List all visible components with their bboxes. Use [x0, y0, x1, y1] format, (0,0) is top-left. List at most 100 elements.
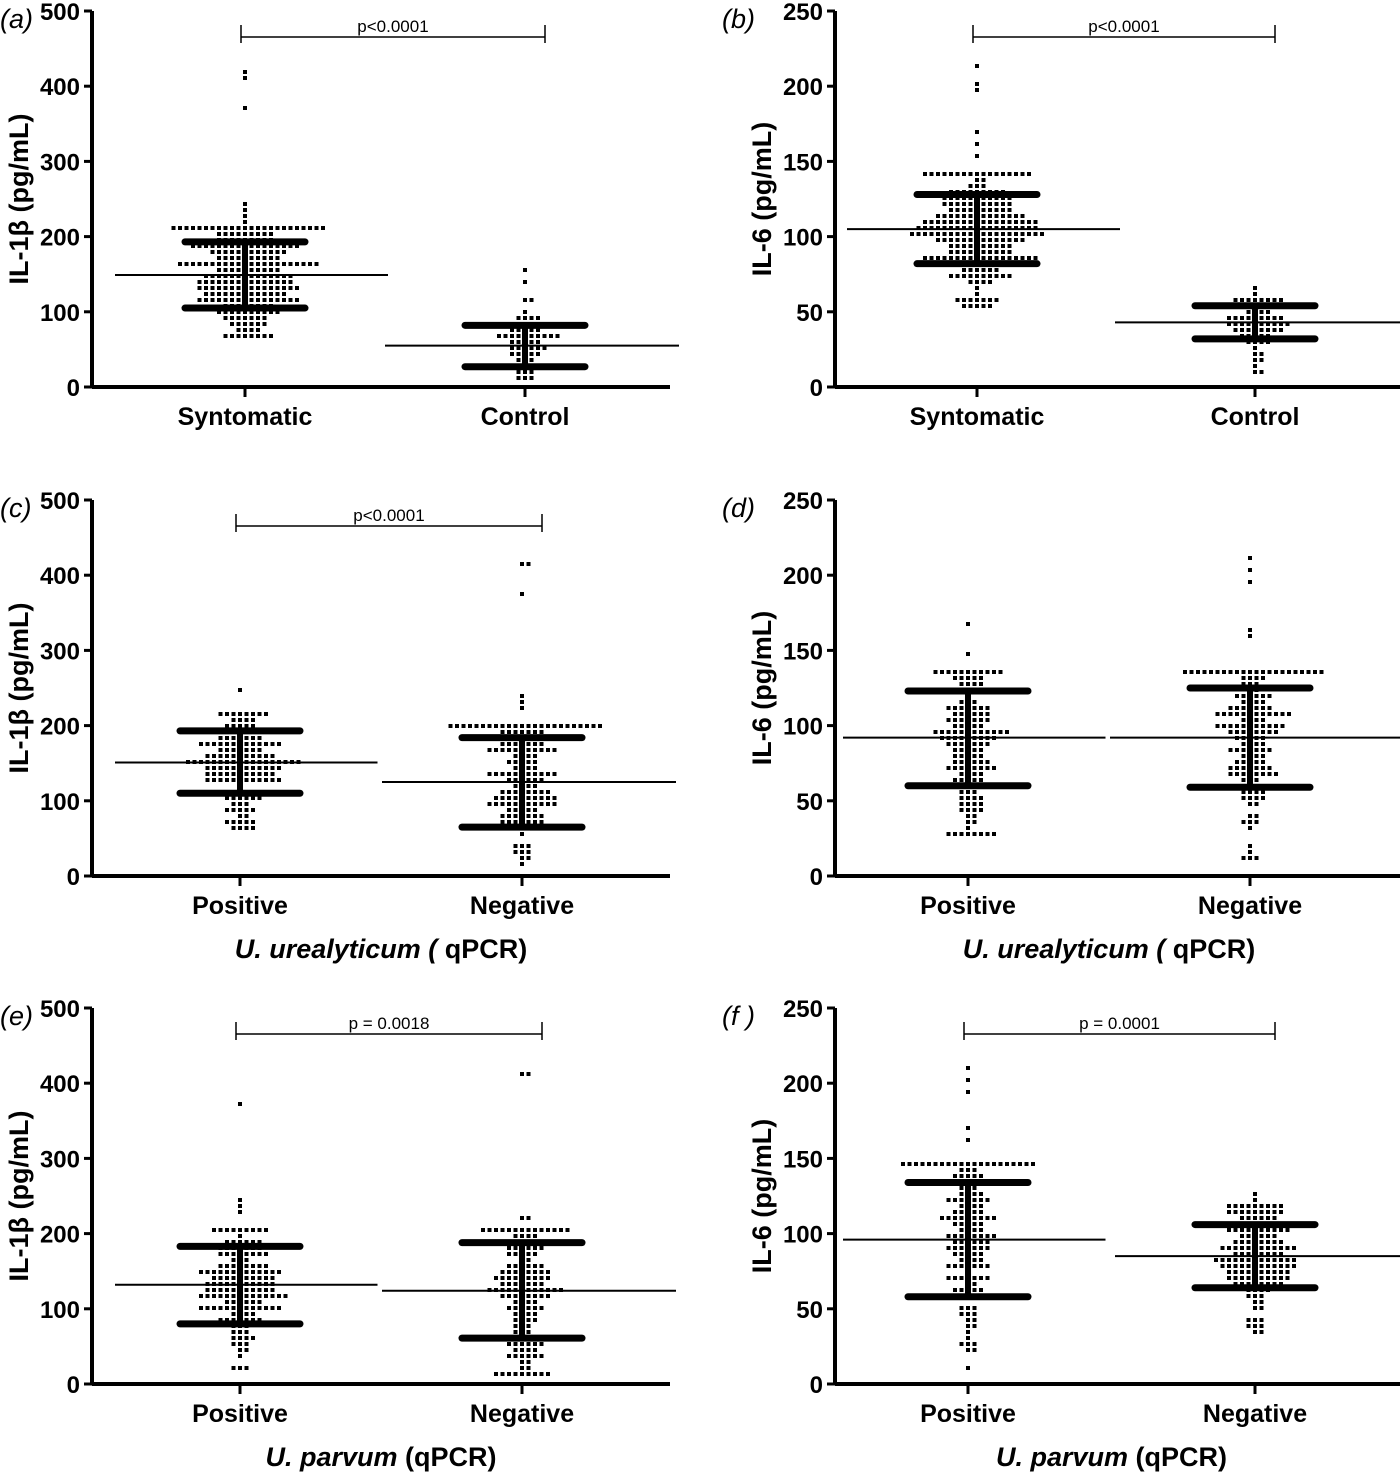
data-point	[968, 250, 973, 254]
group-negative	[382, 562, 676, 866]
data-point	[1274, 772, 1278, 776]
data-point	[225, 808, 229, 812]
data-point	[526, 1354, 531, 1358]
data-point	[533, 1372, 537, 1376]
y-tick-label: 400	[40, 1071, 80, 1098]
data-point	[1001, 220, 1005, 224]
data-point	[981, 304, 986, 308]
data-point	[533, 1294, 537, 1298]
data-point	[1248, 556, 1252, 560]
data-point	[205, 1288, 210, 1292]
data-point	[282, 226, 286, 230]
data-point	[972, 790, 977, 794]
data-point	[1196, 670, 1200, 674]
data-point	[979, 754, 983, 758]
x-axis-label: U. parvum (qPCR)	[996, 1442, 1227, 1472]
data-point	[1267, 772, 1272, 776]
y-tick-label: 200	[40, 225, 80, 252]
data-point	[230, 316, 234, 320]
data-point	[500, 1372, 505, 1376]
data-point	[979, 1234, 983, 1238]
data-point	[923, 226, 927, 230]
data-point	[526, 1252, 531, 1256]
data-point	[282, 262, 286, 266]
data-point	[230, 262, 234, 266]
data-point	[1272, 316, 1277, 320]
data-point	[507, 772, 511, 776]
data-point	[1253, 292, 1257, 296]
data-point	[225, 1294, 229, 1298]
data-point	[1248, 628, 1252, 632]
data-point	[1001, 208, 1005, 212]
data-point	[225, 1276, 229, 1280]
data-point	[513, 1300, 518, 1304]
data-point	[972, 1168, 977, 1172]
data-point	[972, 1258, 977, 1262]
data-point	[1279, 1276, 1283, 1280]
data-point	[249, 226, 254, 230]
data-point	[1266, 1270, 1270, 1274]
data-point	[249, 256, 254, 260]
data-point	[1246, 316, 1251, 320]
data-point	[275, 286, 280, 290]
data-point	[244, 820, 249, 824]
data-point	[494, 796, 498, 800]
data-point	[1272, 1246, 1277, 1250]
p-value-label: p<0.0001	[357, 17, 428, 36]
data-point	[1280, 724, 1285, 728]
data-point	[243, 214, 247, 218]
data-point	[988, 172, 992, 176]
data-point	[1261, 670, 1265, 674]
data-point	[929, 256, 934, 260]
data-point	[275, 298, 280, 302]
data-point	[217, 292, 221, 296]
data-point	[972, 676, 977, 680]
p-value-label: p<0.0001	[353, 506, 424, 525]
data-point	[238, 826, 242, 830]
data-point	[1246, 1258, 1251, 1262]
data-point	[223, 334, 228, 338]
data-point	[955, 298, 960, 302]
data-point	[972, 718, 977, 722]
data-point	[533, 802, 537, 806]
data-point	[533, 1246, 537, 1250]
data-point	[231, 1366, 236, 1370]
data-point	[529, 334, 534, 338]
data-point	[264, 1276, 268, 1280]
data-point	[314, 262, 319, 266]
data-point	[256, 280, 260, 284]
data-point	[507, 1270, 511, 1274]
data-point	[936, 214, 940, 218]
data-point	[523, 316, 527, 320]
data-point	[513, 796, 518, 800]
group-negative	[382, 1072, 676, 1376]
data-point	[218, 1270, 223, 1274]
data-point	[1287, 712, 1291, 716]
data-point	[962, 238, 966, 242]
data-point	[251, 1270, 255, 1274]
data-point	[230, 274, 234, 278]
data-point	[262, 244, 267, 248]
data-point	[526, 1282, 531, 1286]
data-point	[513, 730, 518, 734]
data-point	[1027, 226, 1031, 230]
data-point	[966, 1306, 970, 1310]
data-point	[972, 1216, 977, 1220]
data-point	[244, 1276, 249, 1280]
data-point	[559, 1228, 563, 1232]
data-point	[257, 712, 262, 716]
data-point	[507, 808, 511, 812]
data-point	[218, 766, 223, 770]
data-point	[1220, 1258, 1225, 1262]
data-point	[979, 742, 983, 746]
data-point	[981, 178, 986, 182]
data-point	[230, 244, 234, 248]
data-point	[516, 340, 521, 344]
data-point	[1033, 226, 1038, 230]
data-point	[223, 316, 228, 320]
data-point	[251, 724, 255, 728]
data-point	[968, 268, 973, 272]
data-point	[218, 1288, 223, 1292]
data-point	[507, 790, 511, 794]
